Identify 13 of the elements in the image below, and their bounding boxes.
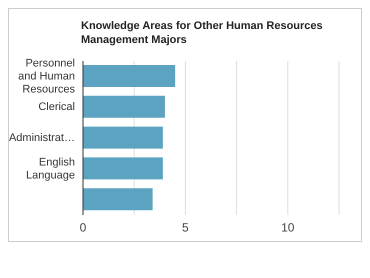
y-tick-label: English Language (26, 156, 75, 182)
bar (83, 188, 153, 210)
x-tick-label: 10 (281, 220, 295, 235)
y-tick-label: Clerical (38, 101, 75, 114)
bar (83, 157, 163, 180)
bar (83, 65, 176, 87)
y-tick-label: Personnel and Human Resources (18, 57, 76, 96)
bar (83, 96, 165, 118)
chart-title: Knowledge Areas for Other Human Resources Management Majors (81, 19, 324, 47)
bar (83, 126, 163, 149)
x-tick-label: 5 (182, 220, 190, 235)
y-tick-label: Administrat… (8, 132, 75, 144)
x-tick-label: 0 (80, 220, 87, 235)
